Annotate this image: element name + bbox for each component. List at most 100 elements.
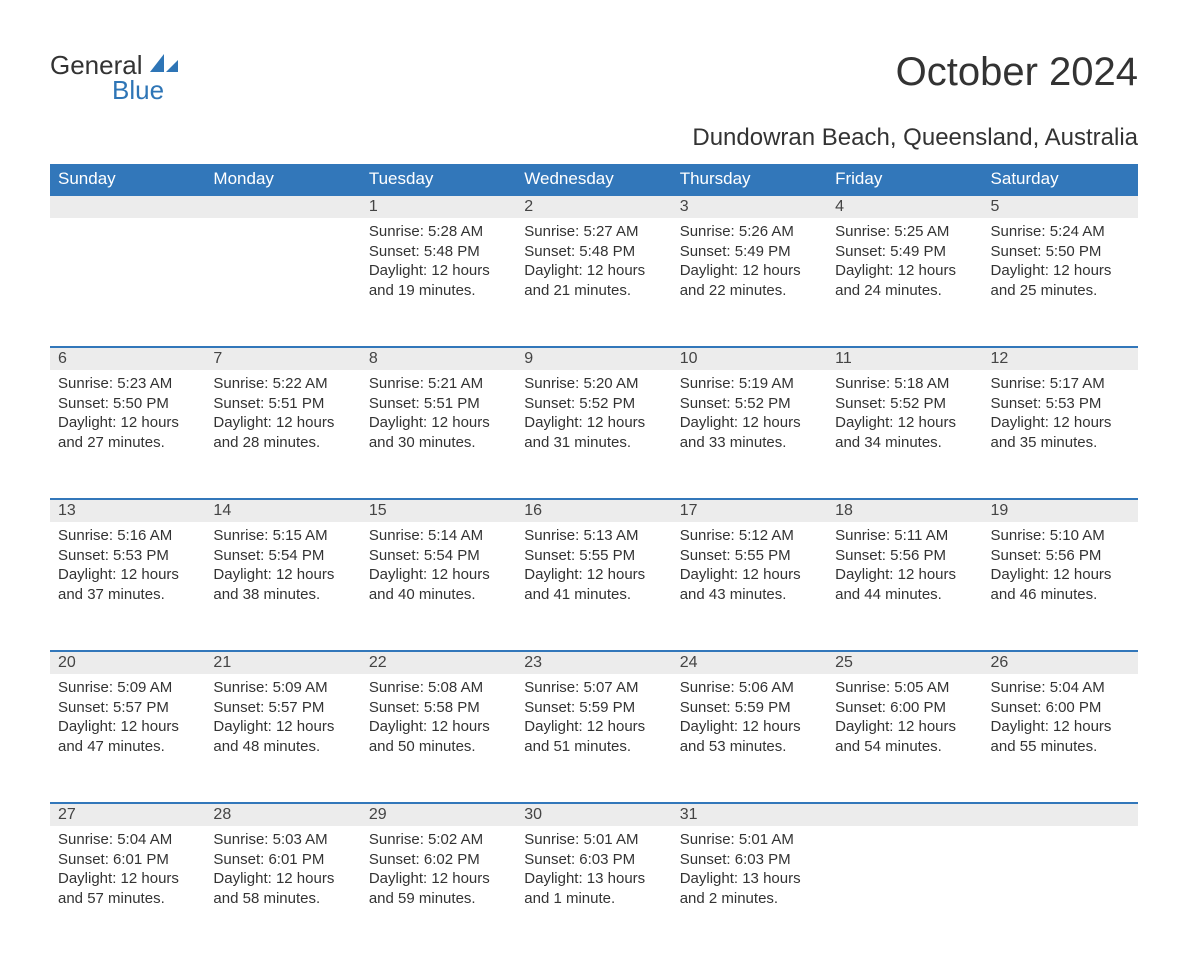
- daylight-line: Daylight: 12 hours and 34 minutes.: [835, 413, 974, 452]
- day-number: 6: [50, 346, 205, 370]
- daylight-line: Daylight: 12 hours and 43 minutes.: [680, 565, 819, 604]
- daylight-line: Daylight: 12 hours and 53 minutes.: [680, 717, 819, 756]
- daylight-line: Daylight: 12 hours and 28 minutes.: [213, 413, 352, 452]
- day-number: 8: [361, 346, 516, 370]
- day-content: Sunrise: 5:26 AMSunset: 5:49 PMDaylight:…: [672, 218, 827, 320]
- sunset-line: Sunset: 5:53 PM: [58, 546, 197, 566]
- calendar-table: SundayMondayTuesdayWednesdayThursdayFrid…: [50, 164, 1138, 954]
- day-number: 15: [361, 498, 516, 522]
- day-number: 1: [361, 194, 516, 218]
- sunset-line: Sunset: 5:56 PM: [835, 546, 974, 566]
- day-number: 20: [50, 650, 205, 674]
- sunset-line: Sunset: 5:49 PM: [680, 242, 819, 262]
- day-number: 5: [983, 194, 1138, 218]
- weekday-header: Tuesday: [361, 164, 516, 194]
- day-content: Sunrise: 5:18 AMSunset: 5:52 PMDaylight:…: [827, 370, 982, 472]
- daylight-line: Daylight: 12 hours and 41 minutes.: [524, 565, 663, 604]
- sunrise-line: Sunrise: 5:21 AM: [369, 374, 508, 394]
- day-content: Sunrise: 5:09 AMSunset: 5:57 PMDaylight:…: [205, 674, 360, 776]
- day-content: Sunrise: 5:19 AMSunset: 5:52 PMDaylight:…: [672, 370, 827, 472]
- daylight-line: Daylight: 12 hours and 33 minutes.: [680, 413, 819, 452]
- daylight-line: Daylight: 12 hours and 51 minutes.: [524, 717, 663, 756]
- sunset-line: Sunset: 5:59 PM: [524, 698, 663, 718]
- sunset-line: Sunset: 5:52 PM: [680, 394, 819, 414]
- day-number: 28: [205, 802, 360, 826]
- day-content: Sunrise: 5:05 AMSunset: 6:00 PMDaylight:…: [827, 674, 982, 776]
- day-number: [983, 802, 1138, 826]
- day-content: Sunrise: 5:11 AMSunset: 5:56 PMDaylight:…: [827, 522, 982, 624]
- day-content: Sunrise: 5:16 AMSunset: 5:53 PMDaylight:…: [50, 522, 205, 624]
- day-number: 7: [205, 346, 360, 370]
- daylight-line: Daylight: 12 hours and 44 minutes.: [835, 565, 974, 604]
- day-number: 26: [983, 650, 1138, 674]
- sunset-line: Sunset: 5:49 PM: [835, 242, 974, 262]
- sunrise-line: Sunrise: 5:04 AM: [58, 830, 197, 850]
- daylight-line: Daylight: 12 hours and 22 minutes.: [680, 261, 819, 300]
- sunrise-line: Sunrise: 5:12 AM: [680, 526, 819, 546]
- sunset-line: Sunset: 5:51 PM: [213, 394, 352, 414]
- sunset-line: Sunset: 5:59 PM: [680, 698, 819, 718]
- day-number: 3: [672, 194, 827, 218]
- day-number: 25: [827, 650, 982, 674]
- day-number: 11: [827, 346, 982, 370]
- sunset-line: Sunset: 5:50 PM: [991, 242, 1130, 262]
- daynum-row: 20212223242526: [50, 650, 1138, 674]
- daylight-line: Daylight: 12 hours and 21 minutes.: [524, 261, 663, 300]
- day-number: 22: [361, 650, 516, 674]
- daylight-line: Daylight: 12 hours and 25 minutes.: [991, 261, 1130, 300]
- day-number: 24: [672, 650, 827, 674]
- sunrise-line: Sunrise: 5:26 AM: [680, 222, 819, 242]
- day-content: Sunrise: 5:08 AMSunset: 5:58 PMDaylight:…: [361, 674, 516, 776]
- weekday-header: Saturday: [983, 164, 1138, 194]
- sunrise-line: Sunrise: 5:14 AM: [369, 526, 508, 546]
- day-number: [827, 802, 982, 826]
- day-content: Sunrise: 5:15 AMSunset: 5:54 PMDaylight:…: [205, 522, 360, 624]
- sunset-line: Sunset: 6:01 PM: [213, 850, 352, 870]
- sunset-line: Sunset: 5:56 PM: [991, 546, 1130, 566]
- sunrise-line: Sunrise: 5:28 AM: [369, 222, 508, 242]
- day-number: 27: [50, 802, 205, 826]
- sunset-line: Sunset: 6:01 PM: [58, 850, 197, 870]
- daylight-line: Daylight: 12 hours and 30 minutes.: [369, 413, 508, 452]
- day-content: Sunrise: 5:23 AMSunset: 5:50 PMDaylight:…: [50, 370, 205, 472]
- day-number: 12: [983, 346, 1138, 370]
- day-number: 21: [205, 650, 360, 674]
- day-number: [205, 194, 360, 218]
- day-content: Sunrise: 5:09 AMSunset: 5:57 PMDaylight:…: [50, 674, 205, 776]
- daycontent-row: Sunrise: 5:04 AMSunset: 6:01 PMDaylight:…: [50, 826, 1138, 954]
- day-content: Sunrise: 5:27 AMSunset: 5:48 PMDaylight:…: [516, 218, 671, 320]
- daylight-line: Daylight: 12 hours and 57 minutes.: [58, 869, 197, 908]
- daylight-line: Daylight: 12 hours and 31 minutes.: [524, 413, 663, 452]
- daycontent-row: Sunrise: 5:16 AMSunset: 5:53 PMDaylight:…: [50, 522, 1138, 650]
- sunrise-line: Sunrise: 5:24 AM: [991, 222, 1130, 242]
- sunrise-line: Sunrise: 5:20 AM: [524, 374, 663, 394]
- daylight-line: Daylight: 12 hours and 35 minutes.: [991, 413, 1130, 452]
- day-content: Sunrise: 5:13 AMSunset: 5:55 PMDaylight:…: [516, 522, 671, 624]
- day-number: 4: [827, 194, 982, 218]
- weekday-header-row: SundayMondayTuesdayWednesdayThursdayFrid…: [50, 164, 1138, 194]
- daycontent-row: Sunrise: 5:28 AMSunset: 5:48 PMDaylight:…: [50, 218, 1138, 346]
- location-subtitle: Dundowran Beach, Queensland, Australia: [50, 124, 1138, 152]
- sunset-line: Sunset: 5:48 PM: [524, 242, 663, 262]
- sunset-line: Sunset: 5:52 PM: [524, 394, 663, 414]
- day-content: Sunrise: 5:12 AMSunset: 5:55 PMDaylight:…: [672, 522, 827, 624]
- day-content: Sunrise: 5:22 AMSunset: 5:51 PMDaylight:…: [205, 370, 360, 472]
- day-content: Sunrise: 5:03 AMSunset: 6:01 PMDaylight:…: [205, 826, 360, 928]
- day-number: 10: [672, 346, 827, 370]
- day-content: Sunrise: 5:04 AMSunset: 6:01 PMDaylight:…: [50, 826, 205, 928]
- sunset-line: Sunset: 6:00 PM: [991, 698, 1130, 718]
- sunrise-line: Sunrise: 5:17 AM: [991, 374, 1130, 394]
- daylight-line: Daylight: 12 hours and 59 minutes.: [369, 869, 508, 908]
- daynum-row: 2728293031: [50, 802, 1138, 826]
- day-content: Sunrise: 5:14 AMSunset: 5:54 PMDaylight:…: [361, 522, 516, 624]
- daylight-line: Daylight: 12 hours and 50 minutes.: [369, 717, 508, 756]
- sunrise-line: Sunrise: 5:05 AM: [835, 678, 974, 698]
- daylight-line: Daylight: 12 hours and 19 minutes.: [369, 261, 508, 300]
- daynum-row: 6789101112: [50, 346, 1138, 370]
- sunset-line: Sunset: 5:57 PM: [58, 698, 197, 718]
- sunset-line: Sunset: 6:00 PM: [835, 698, 974, 718]
- day-number: 2: [516, 194, 671, 218]
- sunrise-line: Sunrise: 5:01 AM: [524, 830, 663, 850]
- sunset-line: Sunset: 5:57 PM: [213, 698, 352, 718]
- day-content: [205, 218, 360, 242]
